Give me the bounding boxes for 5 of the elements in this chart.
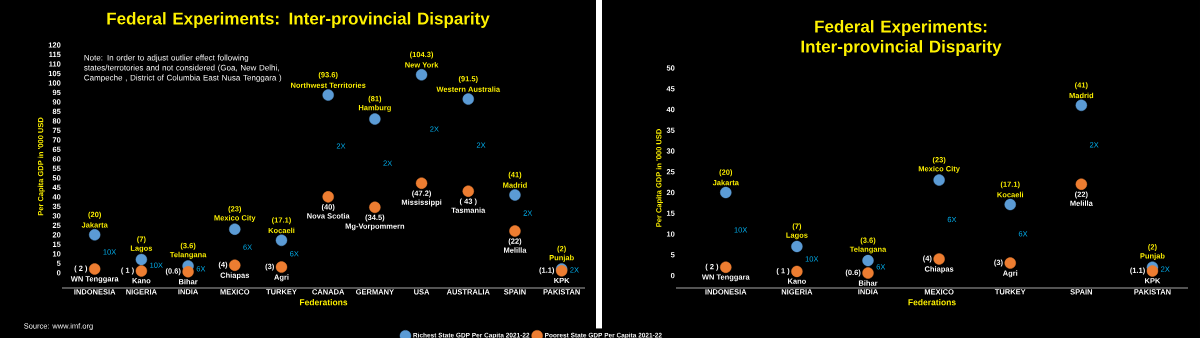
x-axis-title: Federations — [299, 299, 348, 306]
x-axis-title: Federations — [908, 299, 956, 306]
chart-title: Federal Experiments: Inter-provincial Disparity — [107, 12, 490, 28]
chart-title: Federal Experiments: Inter-provincial Disparity — [801, 20, 1002, 56]
annotation: Note: In order to adjust outlier effect following states/terrotories and not considered (Goa, New Delhi, Campeche , District of Columbia East Nusa Tenggara ) — [84, 54, 282, 83]
